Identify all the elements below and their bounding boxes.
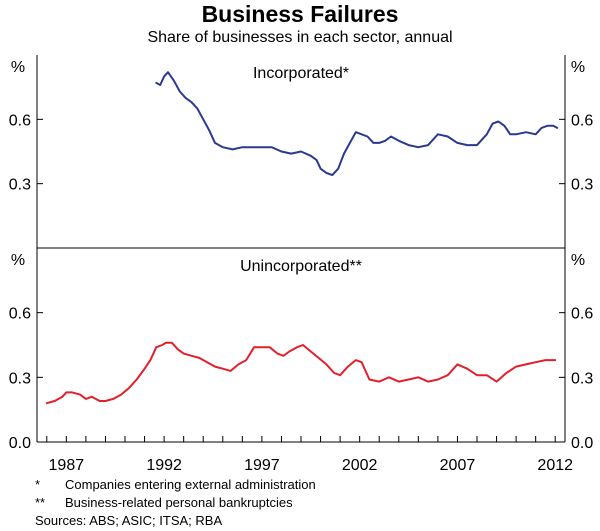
y-tick-label-right: 0.6 (571, 306, 593, 323)
y-unit-label-right: % (571, 252, 585, 269)
y-tick-label-right: 0.0 (571, 435, 593, 452)
y-unit-label-left: % (11, 252, 25, 269)
chart-notes: * Companies entering external administra… (35, 476, 316, 530)
series-line (155, 71, 559, 177)
panel-title: Incorporated* (253, 65, 349, 82)
x-tick-label: 2012 (537, 457, 573, 474)
footnote-1: * Companies entering external administra… (35, 476, 316, 494)
y-tick-label-left: 0.3 (9, 370, 31, 387)
y-tick-label-right: 0.6 (571, 112, 593, 129)
x-tick-label: 2002 (342, 457, 378, 474)
footnote-2-mark: ** (35, 495, 46, 510)
chart-subtitle: Share of businesses in each sector, annu… (147, 29, 453, 46)
y-tick-label-left: 0.3 (9, 177, 31, 194)
y-tick-label-left: 0.6 (9, 112, 31, 129)
y-tick-label-right: 0.3 (571, 177, 593, 194)
y-unit-label-right: % (571, 59, 585, 76)
x-tick-label: 1997 (244, 457, 280, 474)
y-unit-label-left: % (11, 59, 25, 76)
sources: Sources: ABS; ASIC; ITSA; RBA (35, 513, 223, 528)
y-tick-label-left: 0.6 (9, 306, 31, 323)
chart-title: Business Failures (201, 1, 399, 27)
footnote-2-text: Business-related personal bankruptcies (65, 495, 293, 510)
footnote-2: ** Business-related personal bankruptcie… (35, 494, 316, 512)
x-tick-label: 1992 (146, 457, 182, 474)
footnote-1-mark: * (35, 477, 41, 492)
series-line (45, 341, 557, 405)
y-tick-label-left: 0.0 (9, 435, 31, 452)
panel-title: Unincorporated** (240, 258, 362, 275)
x-tick-label: 1987 (49, 457, 85, 474)
footnote-1-text: Companies entering external administrati… (65, 477, 316, 492)
y-tick-label-right: 0.3 (571, 370, 593, 387)
x-tick-label: 2007 (440, 457, 476, 474)
